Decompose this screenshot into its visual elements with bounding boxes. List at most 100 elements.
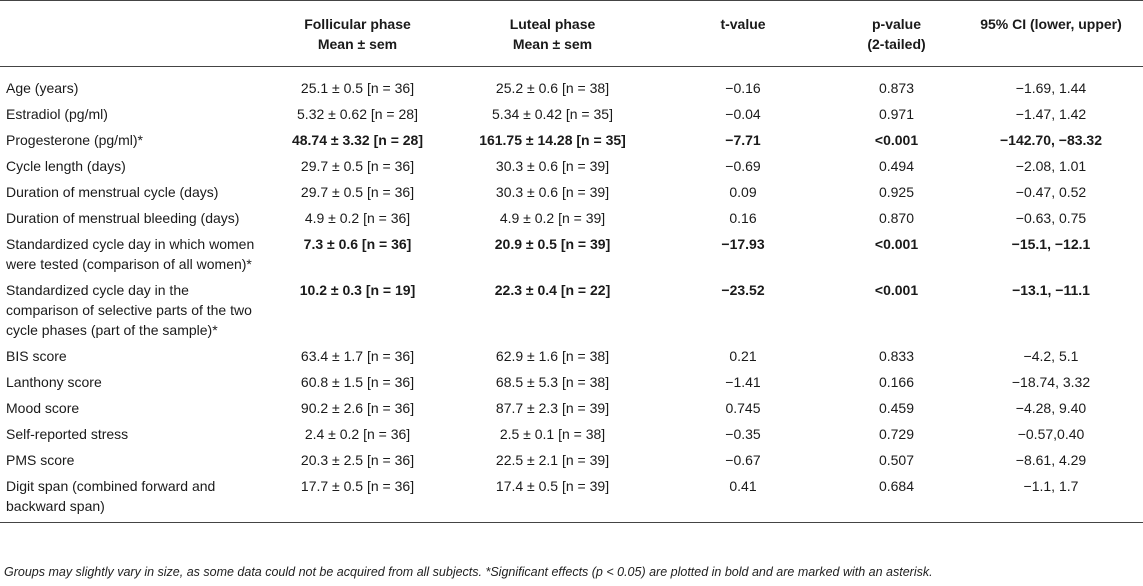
p-value: 0.459 [878, 400, 915, 416]
t-value: −0.67 [725, 452, 761, 468]
follicular-value: 63.4 ± 1.7 [n = 36] [300, 348, 415, 364]
table-row: Lanthony score 60.8 ± 1.5 [n = 36] 68.5 ± … [0, 369, 1143, 395]
ci-value: −18.74, 3.32 [1011, 374, 1091, 390]
header-luteal-line2: Mean ± sem [512, 36, 593, 52]
row-label: Mood score [6, 400, 80, 416]
table-row: Digit span (combined forward and backwar… [0, 473, 1143, 523]
table-row: PMS score 20.3 ± 2.5 [n = 36] 22.5 ± 2.1 [… [0, 447, 1143, 473]
header-follicular-line1: Follicular phase [304, 16, 411, 32]
header-follicular: Follicular phase Mean ± sem [262, 0, 453, 67]
ci-value: −13.1, −11.1 [1012, 282, 1090, 298]
header-t-value-line1: t-value [720, 16, 766, 32]
table-row: Progesterone (pg/ml)* 48.74 ± 3.32 [n = 2… [0, 127, 1143, 153]
row-label: Lanthony score [6, 374, 102, 390]
ci-value: −1.47, 1.42 [1015, 106, 1087, 122]
luteal-value: 5.34 ± 0.42 [n = 35] [492, 106, 613, 122]
t-value: −0.16 [725, 80, 761, 96]
row-label: Standardized cycle day in which women we… [6, 236, 255, 272]
luteal-value: 22.3 ± 0.4 [n = 22] [494, 282, 611, 298]
p-value: 0.684 [834, 473, 959, 523]
ci-value: −1.1, 1.7 [959, 473, 1143, 523]
table-footnote: Groups may slightly vary in size, as som… [4, 565, 933, 579]
results-table: Follicular phase Mean ± sem Luteal phase… [0, 0, 1143, 523]
luteal-value: 62.9 ± 1.6 [n = 38] [495, 348, 610, 364]
luteal-value: 20.9 ± 0.5 [n = 39] [494, 236, 611, 252]
p-value: <0.001 [874, 132, 919, 148]
t-value: −17.93 [721, 236, 765, 252]
header-p-value-line2: (2-tailed) [867, 36, 926, 52]
ci-value: −0.57,0.40 [1017, 426, 1085, 442]
t-value: 0.21 [729, 348, 757, 364]
t-value: −0.35 [725, 426, 761, 442]
row-label: Standardized cycle day in the comparison… [6, 282, 252, 338]
row-label: BIS score [6, 348, 67, 364]
header-p-value-line1: p-value [871, 16, 921, 32]
t-value: 0.16 [729, 210, 757, 226]
ci-value: −142.70, −83.32 [1000, 132, 1102, 148]
luteal-value: 30.3 ± 0.6 [n = 39] [495, 158, 610, 174]
follicular-value: 10.2 ± 0.3 [n = 19] [299, 282, 416, 298]
p-value: 0.166 [878, 374, 915, 390]
follicular-value: 2.4 ± 0.2 [n = 36] [304, 426, 411, 442]
luteal-value: 4.9 ± 0.2 [n = 39] [499, 210, 606, 226]
t-value: −23.52 [721, 282, 765, 298]
row-label: Progesterone (pg/ml)* [6, 132, 143, 148]
follicular-value: 17.7 ± 0.5 [n = 36] [262, 473, 453, 523]
luteal-value: 87.7 ± 2.3 [n = 39] [495, 400, 610, 416]
p-value: 0.507 [878, 452, 915, 468]
luteal-value: 22.5 ± 2.1 [n = 39] [495, 452, 610, 468]
header-ci: 95% CI (lower, upper) [959, 0, 1143, 67]
p-value: 0.925 [878, 184, 915, 200]
table-header-row: Follicular phase Mean ± sem Luteal phase… [0, 0, 1143, 67]
table-row: Standardized cycle day in which women we… [0, 231, 1143, 277]
follicular-value: 4.9 ± 0.2 [n = 36] [304, 210, 411, 226]
ci-value: −8.61, 4.29 [1015, 452, 1087, 468]
table-row: Standardized cycle day in the comparison… [0, 277, 1143, 343]
table-row: Duration of menstrual cycle (days) 29.7 ±… [0, 179, 1143, 205]
t-value: −0.69 [725, 158, 761, 174]
row-label: Duration of menstrual bleeding (days) [6, 210, 240, 226]
follicular-value: 29.7 ± 0.5 [n = 36] [300, 158, 415, 174]
t-value: 0.41 [652, 473, 834, 523]
luteal-value: 68.5 ± 5.3 [n = 38] [495, 374, 610, 390]
t-value: −1.41 [725, 374, 761, 390]
t-value: −0.04 [725, 106, 761, 122]
ci-value: −2.08, 1.01 [1015, 158, 1087, 174]
ci-value: −4.28, 9.40 [1015, 400, 1087, 416]
table-row: Self-reported stress 2.4 ± 0.2 [n = 36] 2.… [0, 421, 1143, 447]
row-label: Self-reported stress [6, 426, 129, 442]
follicular-value: 5.32 ± 0.62 [n = 28] [297, 106, 418, 122]
t-value: 0.09 [729, 184, 757, 200]
luteal-value: 161.75 ± 14.28 [n = 35] [479, 132, 626, 148]
p-value: 0.833 [878, 348, 915, 364]
row-label: Age (years) [6, 80, 79, 96]
follicular-value: 25.1 ± 0.5 [n = 36] [300, 80, 415, 96]
ci-value: −0.47, 0.52 [1015, 184, 1087, 200]
t-value: −7.71 [725, 132, 761, 148]
p-value: 0.494 [878, 158, 915, 174]
header-t-value: t-value [652, 0, 834, 67]
follicular-value: 60.8 ± 1.5 [n = 36] [300, 374, 415, 390]
header-luteal: Luteal phase Mean ± sem [453, 0, 652, 67]
follicular-value: 29.7 ± 0.5 [n = 36] [300, 184, 415, 200]
luteal-value: 30.3 ± 0.6 [n = 39] [495, 184, 610, 200]
ci-value: −0.63, 0.75 [1015, 210, 1087, 226]
table-row: Duration of menstrual bleeding (days) 4.9… [0, 205, 1143, 231]
row-label: PMS score [6, 452, 75, 468]
ci-value: −1.69, 1.44 [1015, 80, 1087, 96]
ci-value: −15.1, −12.1 [1011, 236, 1091, 252]
luteal-value: 2.5 ± 0.1 [n = 38] [499, 426, 606, 442]
p-value: 0.873 [878, 80, 915, 96]
follicular-value: 7.3 ± 0.6 [n = 36] [303, 236, 412, 252]
follicular-value: 90.2 ± 2.6 [n = 36] [300, 400, 415, 416]
follicular-value: 48.74 ± 3.32 [n = 28] [291, 132, 424, 148]
header-follicular-line2: Mean ± sem [317, 36, 398, 52]
table-row: Cycle length (days) 29.7 ± 0.5 [n = 36] 30… [0, 153, 1143, 179]
p-value: 0.971 [878, 106, 915, 122]
t-value: 0.745 [725, 400, 761, 416]
header-ci-line1: 95% CI (lower, upper) [980, 16, 1122, 32]
luteal-value: 17.4 ± 0.5 [n = 39] [453, 473, 652, 523]
table-body: Age (years) 25.1 ± 0.5 [n = 36] 25.2 ± 0.6… [0, 67, 1143, 523]
table-row: Age (years) 25.1 ± 0.5 [n = 36] 25.2 ± 0.6… [0, 67, 1143, 102]
